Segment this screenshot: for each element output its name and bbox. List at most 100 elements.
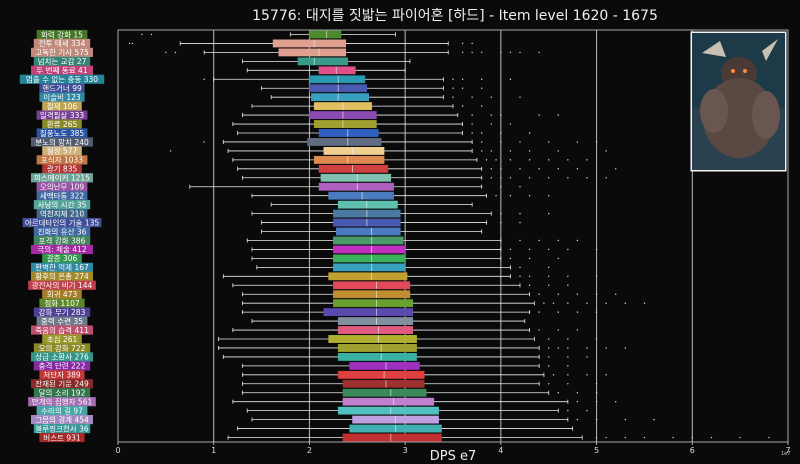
x-axis-label: DPS e7 (430, 449, 477, 464)
y-label-text: 점화 1107 (44, 298, 79, 308)
outlier-point (576, 418, 579, 421)
boxplot-1 (128, 39, 473, 48)
y-label-swatch (36, 155, 88, 165)
outlier-point (768, 436, 770, 439)
y-label-21: 아르데타인의 기술 135 (22, 217, 102, 227)
y-label-text: 아르데타인의 기술 135 (25, 217, 100, 227)
outlier-point (605, 436, 607, 439)
y-label-text: 회귀 473 (47, 289, 78, 299)
outlier-point (595, 400, 598, 403)
y-label-18: 세맥타통 322 (36, 190, 88, 201)
outlier-point (595, 392, 598, 394)
outlier-point (471, 114, 473, 116)
box (309, 30, 342, 39)
outlier-point (567, 347, 569, 349)
y-label-text: 그믐의 경계 454 (35, 414, 89, 424)
boxplot-28 (232, 281, 569, 290)
outlier-point (557, 239, 559, 242)
outlier-point (519, 168, 521, 170)
boxplot-45 (227, 433, 770, 442)
box (342, 397, 435, 406)
box (313, 120, 377, 128)
y-label-text: 중력 수련 35 (41, 316, 83, 326)
y-label-text: 달의 소리 192 (39, 388, 86, 398)
boxplot-5 (203, 75, 512, 84)
outlier-point (481, 150, 483, 152)
box (337, 370, 425, 379)
boxplot-23 (246, 236, 579, 245)
outlier-point (548, 365, 550, 367)
boxplot-4 (246, 66, 406, 75)
outlier-point (586, 409, 588, 412)
y-label-swatch (31, 325, 93, 335)
outlier-point (519, 239, 521, 242)
outlier-point (528, 159, 531, 161)
y-label-11: 질풍노도 385 (36, 128, 88, 138)
y-label-23: 포격 강화 386 (33, 235, 91, 246)
box (342, 388, 427, 397)
outlier-point (500, 114, 502, 116)
y-label-36: 상급 소환사 276 (31, 352, 93, 362)
y-label-text: 블루핑크천사 36 (35, 423, 89, 433)
box (333, 245, 406, 254)
y-label-swatch (33, 307, 91, 317)
outlier-point (576, 311, 579, 313)
outlier-point (576, 168, 579, 170)
boxplot-17 (189, 182, 521, 191)
outlier-point (624, 347, 626, 349)
outlier-point (528, 284, 531, 286)
outlier-point (471, 42, 473, 45)
y-label-31: 강화 무기 283 (33, 307, 91, 317)
y-label-41: 만개의 집행자 561 (28, 396, 96, 406)
outlier-point (461, 51, 464, 54)
outlier-point (509, 159, 512, 161)
boxplot-13 (169, 146, 607, 155)
outlier-point (509, 194, 512, 197)
y-label-44: 블루핑크천사 36 (33, 423, 91, 433)
x-tick-label: 0 (115, 446, 120, 455)
y-label-text: 극의: 체술 412 (37, 244, 86, 254)
y-label-text: 역천지체 210 (40, 208, 85, 218)
outlier-point (481, 51, 483, 54)
outlier-point (128, 42, 131, 45)
outlier-point (471, 96, 473, 98)
boss-eye-icon (743, 69, 747, 73)
outlier-point (471, 132, 473, 134)
outlier-point (500, 141, 502, 143)
outlier-point (595, 436, 598, 439)
y-label-text: 넘치는 교감 27 (38, 56, 87, 66)
y-label-swatch (33, 235, 91, 246)
boxplot-9 (242, 111, 559, 120)
boxplot-30 (242, 299, 646, 308)
box (349, 361, 420, 370)
y-label-text: 완벽한 억제 167 (35, 262, 89, 272)
y-label-37: 충격 단련 222 (33, 361, 91, 371)
boxplot-33 (232, 326, 579, 334)
y-label-43: 그믐의 경계 454 (31, 414, 93, 424)
outlier-point (567, 338, 569, 340)
box (337, 326, 414, 334)
outlier-point (490, 177, 492, 179)
box (318, 66, 356, 75)
outlier-point (528, 194, 531, 197)
outlier-point (528, 275, 531, 278)
y-label-swatch (31, 173, 93, 183)
y-label-text: 화력 강화 15 (41, 29, 83, 39)
outlier-point (528, 248, 531, 251)
y-label-swatch (36, 191, 88, 201)
outlier-point (586, 356, 588, 358)
y-label-swatch (33, 388, 91, 398)
outlier-point (586, 177, 588, 179)
y-label-10: 환류 265 (42, 119, 82, 129)
outlier-point (557, 168, 559, 170)
outlier-point (519, 266, 521, 269)
y-label-7: 이슬비 123 (39, 92, 85, 102)
y-label-text: 멈출 수 없는 충동 330 (26, 74, 98, 84)
box (342, 379, 425, 388)
outlier-point (586, 374, 588, 376)
boxplots (128, 30, 770, 442)
y-label-text: 오의 강화 722 (39, 343, 86, 353)
y-label-text: 충격 단련 222 (39, 361, 86, 371)
box (337, 352, 417, 361)
